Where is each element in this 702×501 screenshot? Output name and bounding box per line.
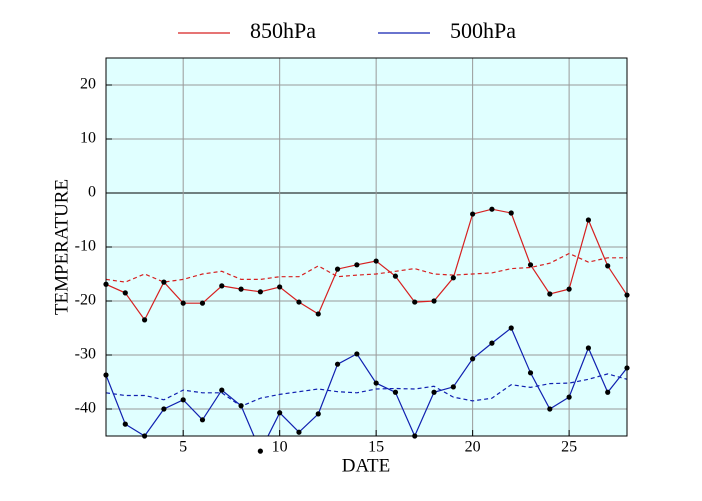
data-point — [277, 410, 283, 416]
data-point — [141, 317, 148, 323]
data-point — [585, 345, 592, 351]
series-line — [106, 327, 627, 436]
data-point — [373, 258, 379, 264]
data-point — [315, 311, 321, 317]
data-point — [412, 433, 418, 439]
data-point — [624, 292, 630, 298]
data-point — [527, 370, 534, 376]
data-point — [450, 275, 456, 281]
data-point — [238, 403, 244, 409]
data-point — [508, 210, 514, 216]
data-point — [219, 283, 225, 289]
data-point — [103, 281, 109, 287]
data-point — [566, 286, 572, 292]
data-point — [141, 433, 148, 439]
data-point — [585, 217, 592, 223]
x-tick-label: 25 — [561, 439, 577, 456]
data-point — [605, 263, 611, 269]
data-point — [547, 291, 553, 297]
series-line — [106, 208, 627, 322]
data-point — [412, 299, 418, 305]
legend-label: 850hPa — [250, 18, 316, 43]
data-point — [392, 389, 399, 395]
data-point — [122, 290, 128, 296]
lines — [106, 208, 627, 436]
data-point — [450, 384, 456, 390]
data-point — [547, 406, 553, 412]
data-point — [489, 340, 495, 346]
data-point — [431, 389, 437, 395]
legend: 850hPa 500hPa — [178, 18, 516, 43]
data-point — [257, 289, 263, 295]
grid — [106, 58, 627, 436]
data-point — [161, 279, 167, 285]
data-point — [238, 286, 244, 292]
x-tick-label: 5 — [179, 439, 187, 456]
legend-label: 500hPa — [450, 18, 516, 43]
y-tick-label: 0 — [88, 184, 96, 201]
data-point — [354, 351, 360, 357]
y-tick-label: -20 — [75, 292, 96, 309]
y-tick-label: -40 — [75, 400, 96, 417]
data-point — [257, 448, 263, 454]
x-tick-label: 15 — [368, 439, 384, 456]
data-point — [334, 361, 341, 367]
data-point — [527, 262, 534, 268]
data-point — [605, 389, 611, 395]
data-point — [489, 206, 495, 212]
data-point — [431, 298, 437, 304]
data-point — [219, 387, 225, 393]
data-point — [470, 356, 476, 362]
data-point — [315, 411, 321, 417]
data-point — [566, 394, 572, 400]
data-point — [508, 325, 514, 331]
markers — [103, 206, 630, 454]
y-tick-label: 20 — [80, 76, 96, 93]
data-point — [161, 406, 167, 412]
x-axis-label: DATE — [342, 455, 391, 476]
y-tick-label: -30 — [75, 346, 96, 363]
data-point — [296, 429, 302, 435]
data-point — [470, 211, 476, 217]
data-point — [180, 397, 186, 403]
data-point — [199, 300, 206, 306]
data-point — [296, 299, 302, 305]
data-point — [373, 380, 379, 386]
y-axis-label: TEMPERATURE — [51, 179, 72, 315]
data-point — [180, 300, 186, 306]
data-point — [277, 284, 283, 290]
x-tick-label: 10 — [272, 439, 288, 456]
data-point — [199, 417, 206, 423]
data-point — [334, 266, 341, 272]
data-point — [624, 365, 630, 371]
data-point — [354, 262, 360, 268]
y-tick-label: 10 — [80, 130, 96, 147]
dashed-line — [106, 252, 627, 283]
y-tick-label: -10 — [75, 238, 96, 255]
data-point — [103, 372, 109, 378]
x-tick-label: 20 — [465, 439, 481, 456]
data-point — [122, 421, 128, 427]
plot-border — [105, 57, 628, 437]
data-point — [392, 273, 399, 279]
